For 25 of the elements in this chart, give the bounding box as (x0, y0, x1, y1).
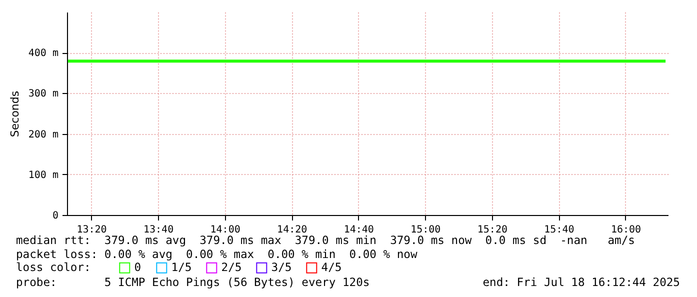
text: median rtt: 379.0 ms avg 379.0 ms max 379.0 ms min 379.0 ms now 0.0 ms sd -nan am/s (16, 234, 635, 248)
x-tick-label: 14:40 (344, 224, 374, 236)
legend-label: 0 (134, 260, 142, 274)
y-tick-label: 100 m (28, 170, 58, 181)
x-tick-label: 16:00 (610, 224, 642, 236)
legend-label: 1/5 (171, 260, 192, 274)
y-tick-label: 400 m (28, 48, 58, 60)
text: packet loss: 0.00 % avg 0.00 % max 0.00 % min 0.00 % now (16, 248, 418, 262)
x-tick-label: 13:20 (76, 224, 107, 236)
x-tick-label: 15:40 (544, 224, 574, 236)
x-tick-label: 15:20 (477, 224, 508, 236)
text: end: Fri Jul 18 16:12:44 2025 (482, 276, 680, 290)
legend-label: 2/5 (221, 260, 242, 274)
x-tick-label: 14:20 (277, 224, 308, 236)
legend-title: loss color: (16, 261, 91, 274)
y-tick-label: 0 (52, 210, 58, 222)
x-tick-label: 13:40 (143, 224, 174, 236)
legend-label: 4/5 (321, 260, 342, 274)
y-axis-title: Seconds (8, 90, 22, 138)
text: probe: 5 ICMP Echo Pings (56 Bytes) every 120s (16, 276, 370, 290)
y-tick-label: 200 m (28, 129, 58, 140)
legend-label: 3/5 (271, 260, 292, 274)
x-tick-label: 14:00 (210, 224, 240, 236)
x-tick-label: 15:00 (410, 224, 441, 236)
y-tick-label: 300 m (28, 88, 58, 100)
